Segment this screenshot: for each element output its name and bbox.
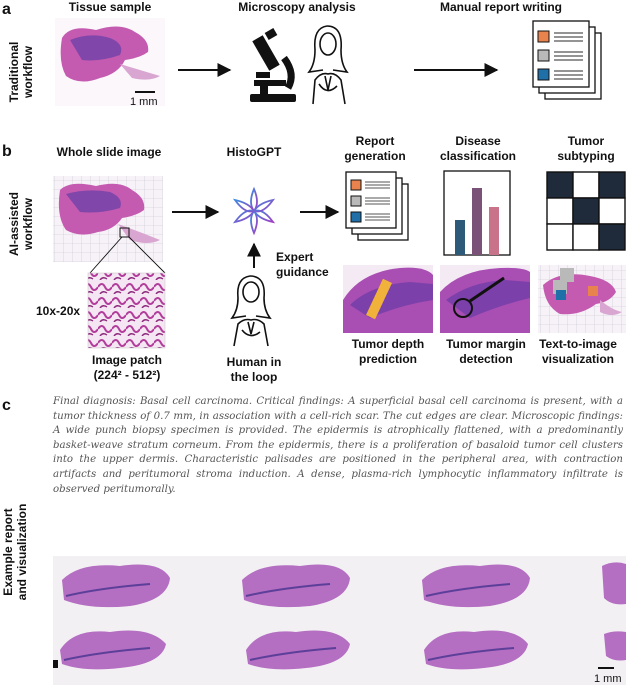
section-6 (246, 630, 350, 670)
image-patch (87, 272, 166, 349)
label-whole-slide-image: Whole slide image (56, 145, 162, 159)
panel-b-letter: b (2, 143, 12, 160)
panel-a-letter: a (2, 1, 11, 18)
example-report-text: Final diagnosis: Basal cell carcinoma. C… (53, 396, 623, 495)
section-2 (242, 564, 350, 608)
tissue-sample-image (55, 18, 165, 106)
step-microscopy-analysis: Microscopy analysis (238, 0, 356, 14)
section-5 (60, 630, 166, 670)
section-3 (422, 564, 530, 608)
microscope-icon (250, 28, 296, 102)
label-disease-classification: Disease classification (439, 134, 517, 163)
label-human-in-loop: Human in the loop (226, 355, 282, 384)
example-slide-strip (53, 556, 626, 685)
section-4 (602, 562, 626, 605)
label-text-to-image: Text-to-image visualization (539, 337, 617, 366)
label-magnification: 10x-20x (36, 304, 81, 318)
label-image-patch: Image patch (224² - 512²) (91, 353, 163, 382)
pathologist-icon (307, 25, 349, 105)
zoom-line-right (128, 236, 166, 274)
tumor-margin-image (440, 265, 530, 333)
whole-slide-image (53, 176, 163, 262)
label-histogpt: HistoGPT (226, 145, 282, 159)
section-1 (62, 564, 170, 608)
step-tissue-sample: Tissue sample (68, 0, 152, 14)
label-tumor-subtyping: Tumor subtyping (557, 134, 615, 163)
section-7 (424, 630, 528, 670)
zoom-line-left (89, 236, 123, 274)
label-tumor-depth: Tumor depth prediction (351, 337, 425, 366)
scale-bar-a: 1 mm (130, 96, 158, 108)
human-in-loop-icon (230, 275, 272, 347)
panel-c-letter: c (2, 397, 11, 414)
label-tumor-margin: Tumor margin detection (446, 337, 526, 366)
report-documents-icon-b (345, 171, 409, 241)
label-expert-guidance: Expert guidance (276, 250, 329, 279)
step-manual-report: Manual report writing (439, 0, 562, 14)
label-report-generation: Report generation (344, 134, 406, 163)
report-documents-icon-a (532, 20, 602, 100)
text-to-image-image (538, 265, 626, 333)
scale-bar-c: 1 mm (594, 673, 622, 685)
subtyping-grid-icon (546, 171, 626, 251)
tumor-depth-image (343, 265, 433, 333)
classification-bar-chart-icon (443, 170, 511, 256)
histogpt-logo-icon (232, 186, 276, 236)
section-8 (604, 631, 626, 661)
